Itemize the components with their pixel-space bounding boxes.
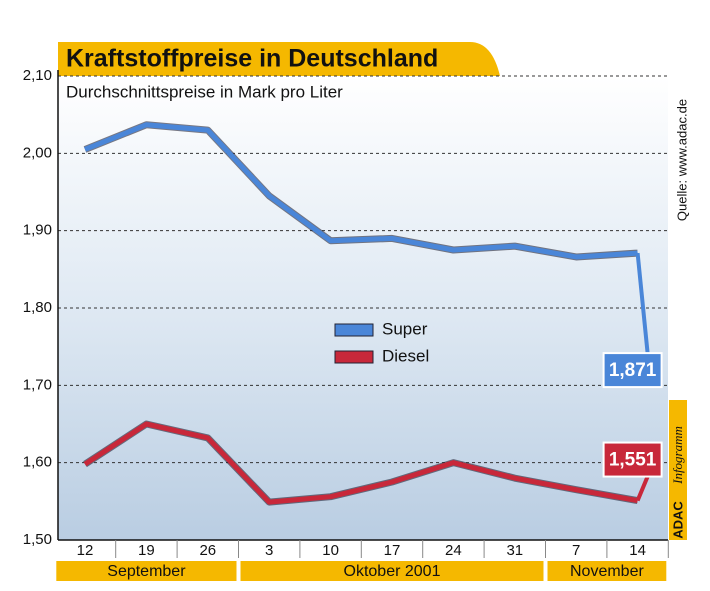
- credit-brand: ADAC: [670, 501, 685, 539]
- subtitle: Durchschnittspreise in Mark pro Liter: [66, 82, 343, 101]
- month-label: September: [107, 563, 186, 580]
- series-line: [84, 122, 638, 260]
- legend-label: Diesel: [382, 346, 429, 365]
- title-tab: [58, 42, 500, 76]
- month-bar: [56, 561, 237, 581]
- x-tick-label: 24: [445, 542, 462, 559]
- value-label: 1,551: [609, 450, 657, 471]
- x-tick-label: 19: [138, 542, 155, 559]
- x-tick-label: 12: [77, 542, 94, 559]
- x-tick-label: 7: [572, 542, 580, 559]
- month-label: November: [570, 563, 644, 580]
- x-tick-label: 17: [384, 542, 401, 559]
- x-tick-label: 26: [199, 542, 216, 559]
- y-tick-label: 1,50: [23, 531, 52, 548]
- label-leader: [635, 252, 650, 354]
- month-bar: [240, 561, 544, 581]
- month-bar: [547, 561, 667, 581]
- credit: Infogramm: [670, 426, 685, 485]
- y-tick-label: 1,60: [23, 454, 52, 471]
- value-label-box: [602, 441, 663, 478]
- x-tick-label: 31: [506, 542, 523, 559]
- legend-label: Super: [382, 319, 428, 338]
- label-leader: [635, 475, 650, 502]
- y-tick-label: 2,10: [23, 67, 52, 84]
- x-tick-label: 10: [322, 542, 339, 559]
- month-label: Oktober 2001: [344, 563, 441, 580]
- y-tick-label: 1,80: [23, 299, 52, 316]
- x-tick-label: 3: [265, 542, 273, 559]
- series-line: [83, 421, 639, 505]
- value-label: 1,871: [609, 360, 657, 381]
- legend: Super Diesel: [334, 319, 429, 365]
- legend-swatch: [334, 323, 374, 337]
- legend-swatch: [334, 350, 374, 364]
- y-tick-label: 1,90: [23, 222, 52, 239]
- x-tick-label: 14: [629, 542, 646, 559]
- y-tick-label: 1,70: [23, 376, 52, 393]
- value-label-box: [602, 352, 663, 389]
- plot-background: [58, 76, 668, 540]
- credit-box: [669, 400, 687, 540]
- chart-title: Kraftstoffpreise in Deutschland: [66, 45, 438, 73]
- y-tick-label: 2,00: [23, 144, 52, 161]
- source: Quelle: www.adac.de: [674, 99, 689, 221]
